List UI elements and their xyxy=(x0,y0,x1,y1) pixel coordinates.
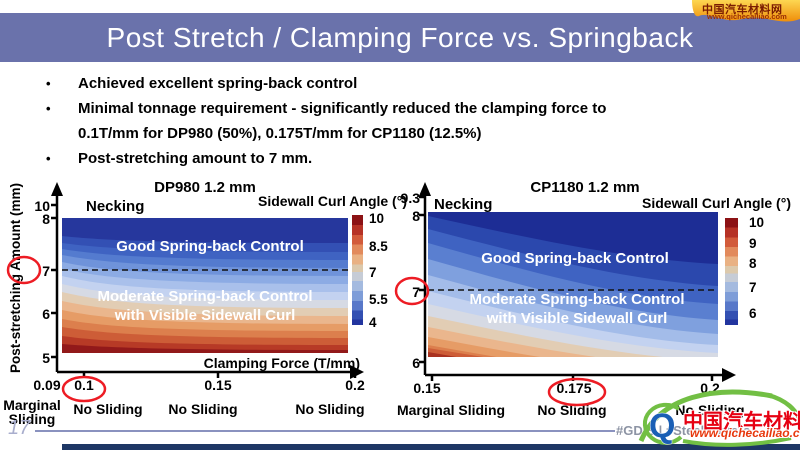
left-x-tick-02: 0.2 xyxy=(345,377,365,393)
ribbon-site-url: www.qichecailiao.com xyxy=(707,12,787,21)
left-zone-no-sliding-2: No Sliding xyxy=(168,401,238,417)
right-zone-marginal-sliding: Marginal Sliding xyxy=(396,402,506,418)
right-x-tick-02: 0.2 xyxy=(700,380,720,396)
left-colorbar-label: Sidewall Curl Angle (°) xyxy=(258,193,407,209)
left-yaxis-arrow xyxy=(51,182,63,196)
left-cbar-tick-55: 5.5 xyxy=(369,292,388,307)
left-good-springback-label: Good Spring-back Control xyxy=(116,238,304,255)
right-yaxis-arrow xyxy=(419,182,431,196)
left-y-tick-6: 6 xyxy=(42,306,50,322)
bullet-item: • Achieved excellent spring-back control xyxy=(40,71,752,96)
page-title: Post Stretch / Clamping Force vs. Spring… xyxy=(106,21,694,53)
bullet-marker: • xyxy=(46,76,51,91)
left-y-tick-7: 7 xyxy=(42,263,50,279)
watermark-site-url: www.qichecailiao.com xyxy=(690,426,800,440)
bullet-item: • Minimal tonnage requirement - signific… xyxy=(40,96,752,121)
left-chart-title: DP980 1.2 mm xyxy=(154,179,256,196)
left-zone-marginal-sliding: Marginal Sliding xyxy=(3,397,61,427)
right-chart-title: CP1180 1.2 mm xyxy=(530,179,640,196)
left-y-tick-10: 10 xyxy=(34,198,50,214)
left-necking-label: Necking xyxy=(86,198,145,215)
left-colorbar xyxy=(352,215,363,325)
bullet-marker: • xyxy=(46,151,51,166)
left-cbar-tick-10: 10 xyxy=(369,211,385,226)
left-chart-x-axis-label: Clamping Force (T/mm) xyxy=(203,355,360,371)
bullet-marker: • xyxy=(46,101,51,116)
right-colorbar-label: Sidewall Curl Angle (°) xyxy=(642,195,791,211)
right-y-tick-6: 6 xyxy=(412,355,420,371)
bottom-accent-bar xyxy=(62,444,800,450)
bullet-item-continuation: 0.1T/mm for DP980 (50%), 0.175T/mm for C… xyxy=(40,121,752,146)
left-cbar-tick-4: 4 xyxy=(369,315,377,330)
right-moderate-springback-label-line2: with Visible Sidewall Curl xyxy=(486,310,668,327)
bullet-item: • Post-stretching amount to 7 mm. xyxy=(40,146,752,171)
bullet-text: Achieved excellent spring-back control xyxy=(78,75,358,92)
left-y-tick-8: 8 xyxy=(42,211,50,227)
right-cbar-tick-6: 6 xyxy=(749,306,757,321)
left-y-tick-5: 5 xyxy=(42,350,50,366)
right-good-springback-label: Good Spring-back Control xyxy=(481,250,669,267)
right-cbar-tick-9: 9 xyxy=(749,236,757,251)
right-y-tick-7: 7 xyxy=(412,284,420,300)
right-colorbar xyxy=(725,218,738,325)
right-cbar-tick-10: 10 xyxy=(749,215,765,230)
bullet-list: • Achieved excellent spring-back control… xyxy=(40,71,752,171)
bullet-text: Minimal tonnage requirement - significan… xyxy=(78,100,607,117)
right-cbar-tick-7: 7 xyxy=(749,280,757,295)
left-x-tick-01: 0.1 xyxy=(74,377,94,393)
right-x-tick-015: 0.15 xyxy=(413,380,441,396)
left-moderate-springback-label-line2: with Visible Sidewall Curl xyxy=(114,307,296,324)
page-number: 17 xyxy=(8,417,31,439)
bullet-text: 0.1T/mm for DP980 (50%), 0.175T/mm for C… xyxy=(78,125,482,142)
right-y-tick-8: 8 xyxy=(412,208,420,224)
right-cbar-tick-8: 8 xyxy=(749,256,757,271)
left-x-tick-015: 0.15 xyxy=(204,377,232,393)
bullet-marker-spacer xyxy=(40,121,78,146)
left-cbar-tick-7: 7 xyxy=(369,265,377,280)
bullet-text: Post-stretching amount to 7 mm. xyxy=(78,150,313,167)
right-necking-label: Necking xyxy=(434,196,493,213)
left-cbar-tick-85: 8.5 xyxy=(369,239,388,254)
left-zone-no-sliding-1: No Sliding xyxy=(73,401,143,417)
right-x-tick-0175: 0.175 xyxy=(556,380,592,396)
title-bar: Post Stretch / Clamping Force vs. Spring… xyxy=(0,13,800,62)
right-axes xyxy=(419,186,728,381)
right-zone-no-sliding-1: No Sliding xyxy=(537,402,607,418)
right-y-tick-93: 9.3 xyxy=(400,190,420,206)
left-zone-no-sliding-3: No Sliding xyxy=(295,401,365,417)
right-moderate-springback-label-line1: Moderate Spring-back Control xyxy=(469,291,685,308)
left-moderate-springback-label-line1: Moderate Spring-back Control xyxy=(97,288,313,305)
left-x-tick-009: 0.09 xyxy=(33,377,61,393)
